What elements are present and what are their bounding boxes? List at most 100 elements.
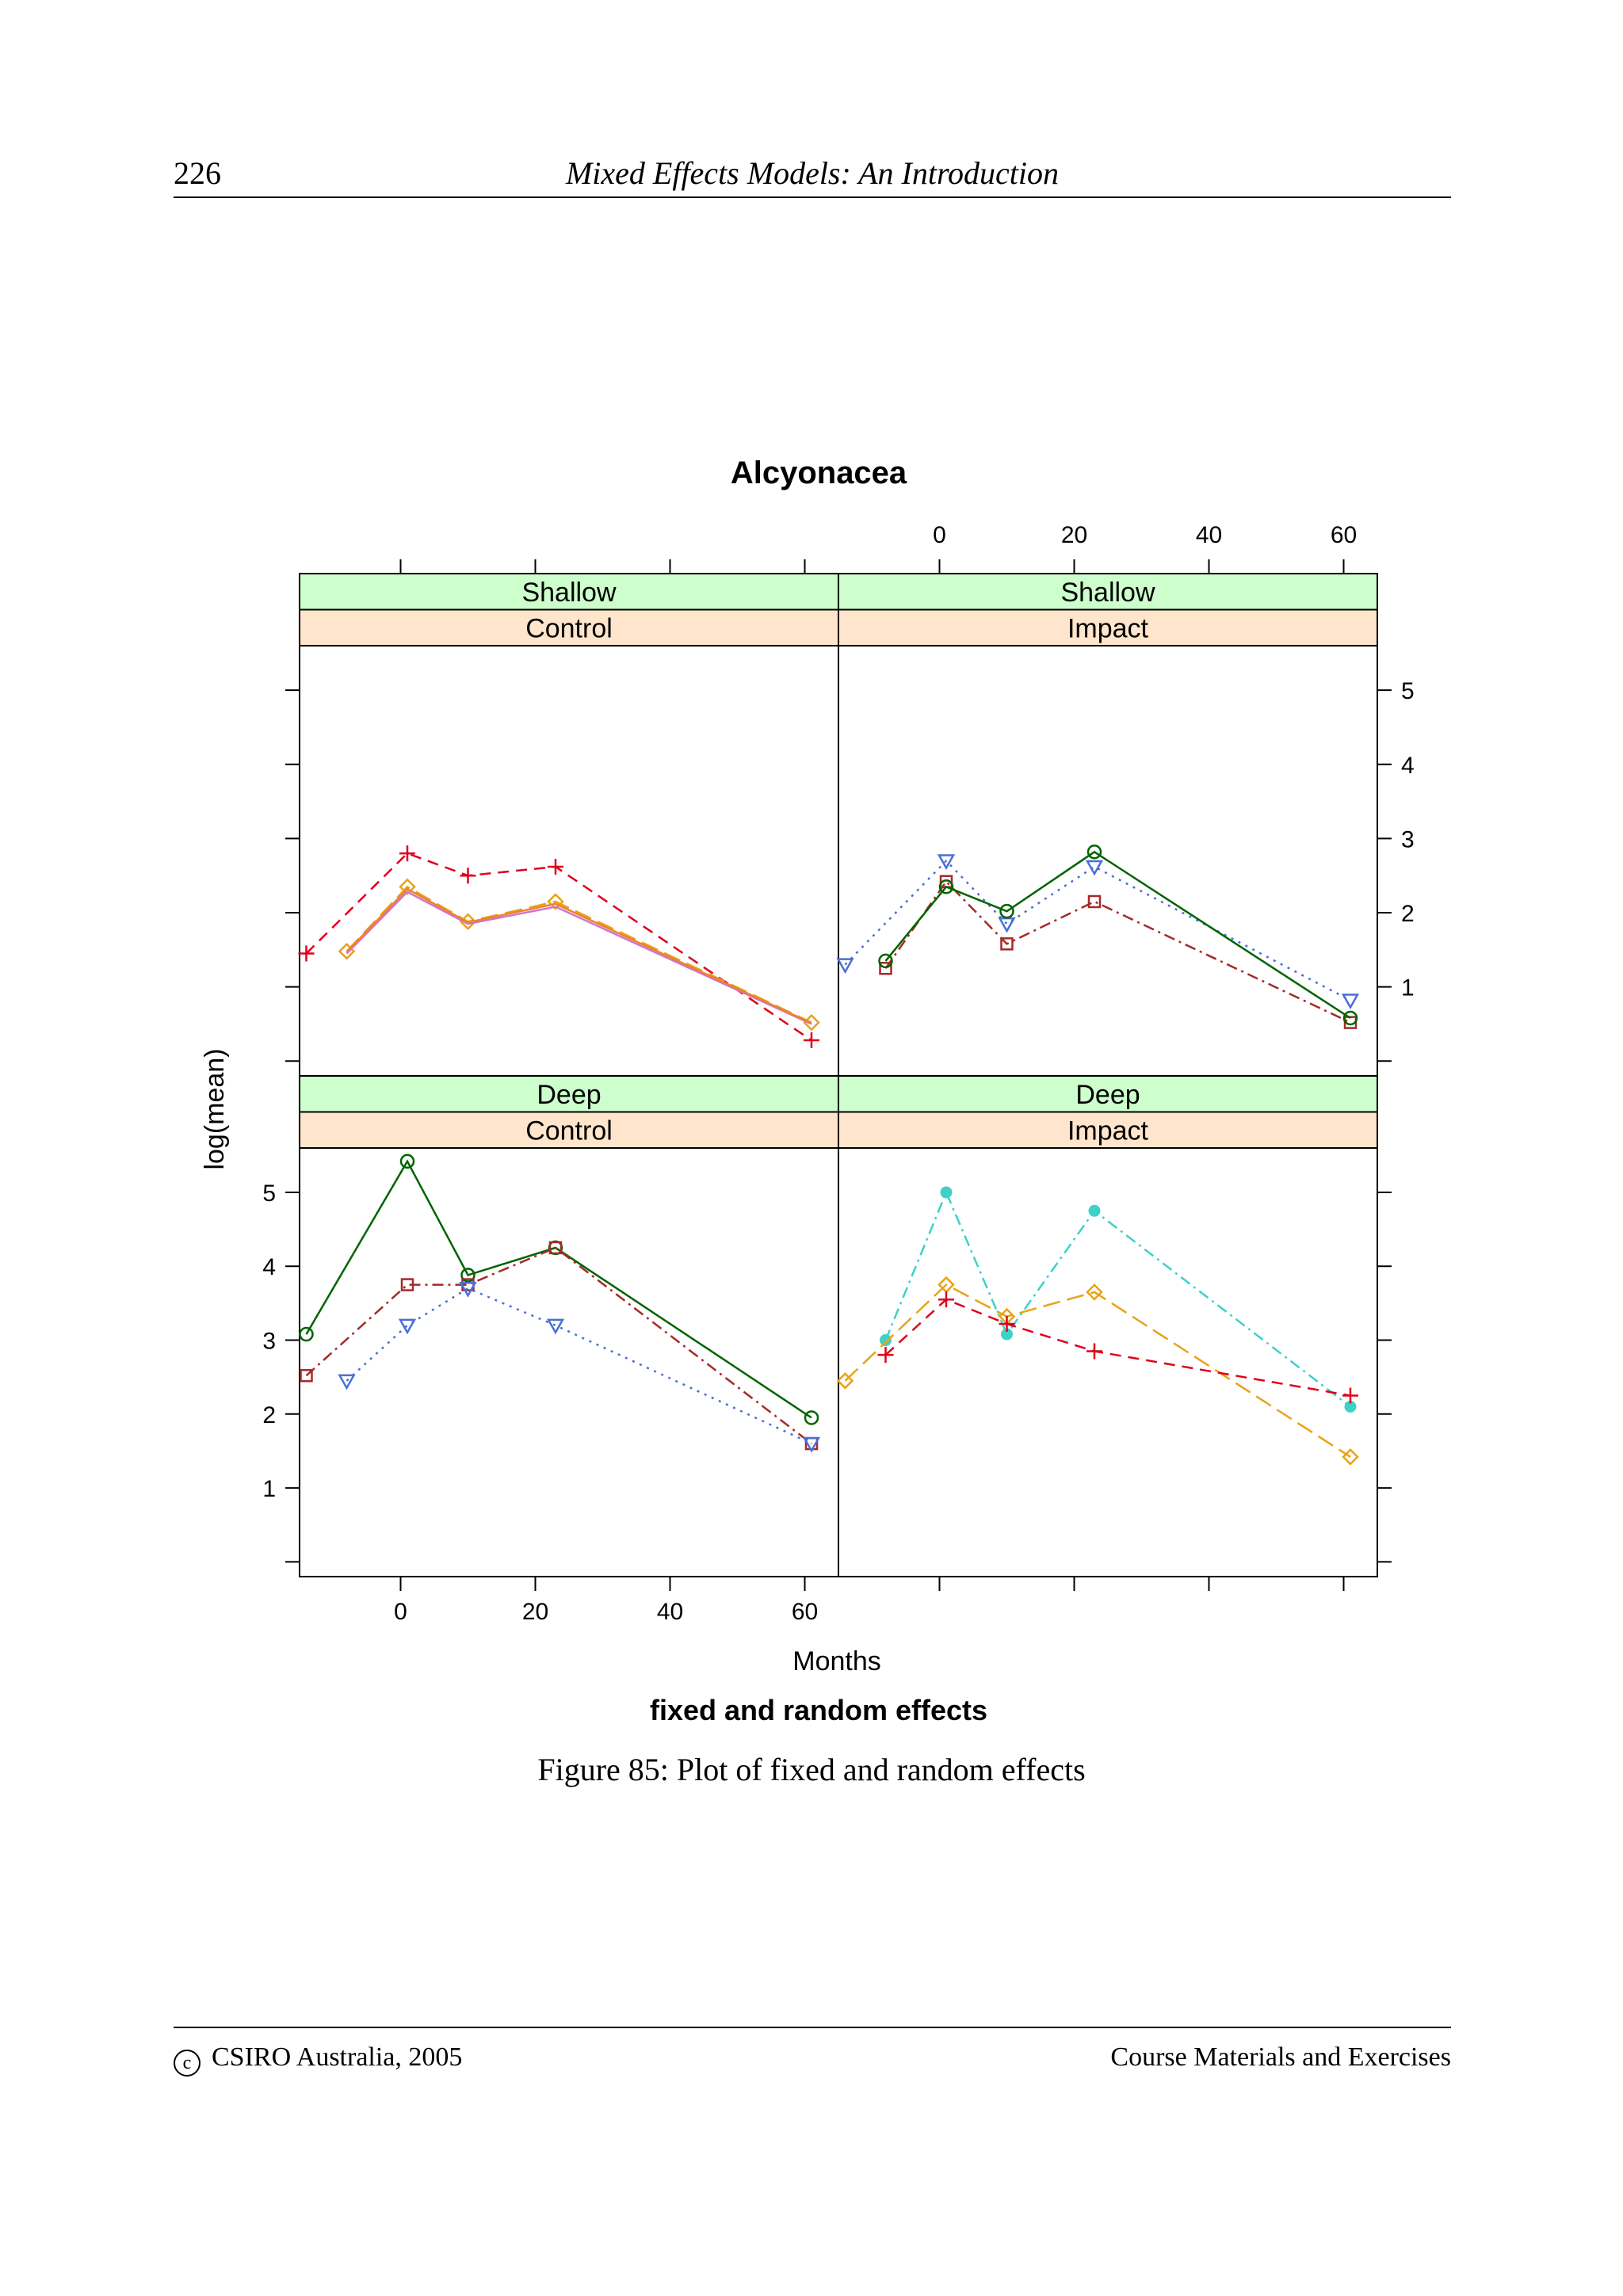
data-point	[1088, 1204, 1101, 1217]
y-tick-label-left: 4	[262, 1254, 276, 1280]
running-title: Mixed Effects Models: An Introduction	[565, 155, 1060, 191]
y-tick-label-right: 3	[1401, 826, 1415, 852]
panel-frame	[299, 645, 839, 1077]
data-point	[1087, 894, 1102, 909]
strip-bottom-bg	[299, 608, 839, 646]
strip-label-bottom: Impact	[1067, 614, 1149, 644]
data-point	[802, 1436, 821, 1453]
data-point	[400, 1278, 414, 1291]
x-tick-label-top: 20	[1061, 522, 1087, 548]
data-point	[548, 858, 563, 875]
page-number: 226	[174, 155, 221, 191]
strip-top-bg	[299, 1075, 839, 1113]
data-point	[1342, 1387, 1358, 1404]
data-point	[459, 1281, 477, 1298]
series-line	[346, 891, 812, 1025]
data-point	[399, 845, 415, 862]
data-point	[399, 1154, 415, 1169]
data-point	[937, 854, 956, 871]
strip-bottom-bg	[838, 608, 1378, 646]
data-point	[880, 1334, 892, 1347]
strip-top-bg	[838, 573, 1378, 611]
strip-label-bottom: Control	[525, 1116, 613, 1146]
data-point	[938, 879, 954, 894]
y-tick-label-left: 2	[262, 1402, 276, 1428]
series-line	[844, 859, 1351, 1001]
panel-frame	[838, 1147, 1378, 1577]
strip-label-top: Deep	[537, 1080, 601, 1110]
x-tick-label-top: 0	[933, 522, 946, 548]
x-tick-label-bottom: 60	[792, 1599, 818, 1625]
data-point	[300, 1369, 313, 1383]
series-line	[305, 1159, 812, 1419]
strip-label-top: Shallow	[1060, 578, 1155, 608]
data-point	[1342, 1010, 1358, 1026]
data-point	[547, 893, 564, 910]
footer-left-text: CSIRO Australia, 2005	[212, 2042, 463, 2072]
x-tick-label-bottom: 0	[394, 1599, 407, 1625]
data-point	[804, 1410, 819, 1425]
strip-label-bottom: Control	[525, 614, 613, 644]
data-point	[879, 962, 892, 975]
data-point	[1000, 937, 1014, 951]
y-tick-label-right: 1	[1401, 975, 1415, 1001]
data-point	[999, 1316, 1015, 1332]
data-point	[548, 1241, 563, 1255]
data-point	[546, 1318, 565, 1335]
series-line	[346, 1287, 812, 1445]
lattice-chart: Alcyonacea Shallow Control Shallow Impact De…	[200, 456, 1415, 1726]
data-point	[299, 1326, 314, 1342]
strip-label-top: Deep	[1075, 1080, 1140, 1110]
x-tick-label-bottom: 20	[522, 1599, 548, 1625]
strip-bottom-bg	[299, 1111, 839, 1149]
y-tick-label-right: 5	[1401, 678, 1415, 704]
data-point	[1086, 1343, 1102, 1360]
data-point	[1086, 845, 1102, 860]
data-point	[1086, 1283, 1103, 1301]
x-axis-label: Months	[792, 1646, 881, 1676]
figure-caption: Figure 85: Plot of fixed and random effe…	[537, 1752, 1086, 1787]
data-point	[298, 945, 315, 962]
chart-subtitle: fixed and random effects	[650, 1694, 987, 1726]
data-point	[878, 953, 893, 969]
data-point	[460, 1268, 475, 1283]
data-point	[1085, 860, 1104, 876]
strip-top-bg	[299, 573, 839, 611]
chart-title: Alcyonacea	[731, 456, 907, 490]
y-tick-label-left: 1	[262, 1476, 276, 1502]
series-line	[346, 887, 812, 1024]
data-point	[877, 1347, 894, 1363]
copyright-icon: c	[174, 2050, 200, 2077]
strip-bottom-bg	[838, 1111, 1378, 1149]
strip-label-top: Shallow	[521, 578, 617, 608]
page-footer: c CSIRO Australia, 2005 Course Materials …	[174, 2027, 1451, 2077]
data-point	[836, 958, 854, 974]
x-tick-label-bottom: 40	[657, 1599, 683, 1625]
y-tick-label-right: 4	[1401, 753, 1415, 779]
footer-right-text: Course Materials and Exercises	[1110, 2042, 1451, 2072]
series-line	[884, 850, 1351, 1020]
x-tick-label-top: 40	[1196, 522, 1222, 548]
y-tick-label-right: 2	[1401, 901, 1415, 927]
running-header: 226 Mixed Effects Models: An Introductio…	[174, 155, 1451, 198]
data-point	[836, 1372, 854, 1390]
chart-body: Shallow Control Shallow Impact Deep Control De…	[262, 522, 1414, 1625]
series-line	[305, 1246, 812, 1445]
data-point	[338, 1374, 356, 1390]
data-point	[938, 1291, 954, 1308]
data-point	[399, 878, 416, 896]
data-point	[460, 868, 476, 884]
y-tick-label-left: 3	[262, 1329, 276, 1355]
data-point	[940, 1186, 953, 1199]
y-tick-label-left: 5	[262, 1180, 276, 1207]
y-axis-label: log(mean)	[200, 1048, 230, 1169]
data-point	[1341, 994, 1360, 1010]
x-tick-label-top: 60	[1331, 522, 1357, 548]
panel-frame	[299, 1147, 839, 1577]
data-point	[398, 1318, 417, 1335]
data-point	[1342, 1448, 1359, 1466]
data-point	[804, 1032, 819, 1049]
strip-label-bottom: Impact	[1067, 1116, 1149, 1146]
data-point	[999, 903, 1014, 919]
footer-copyright: c CSIRO Australia, 2005	[174, 2042, 462, 2077]
